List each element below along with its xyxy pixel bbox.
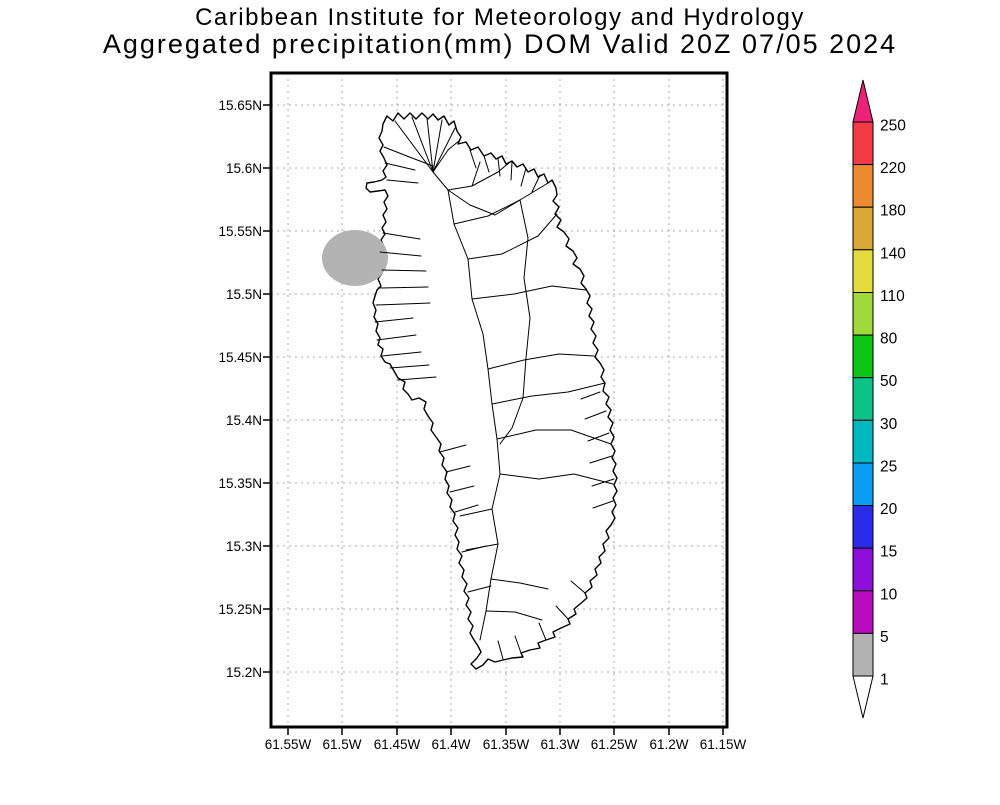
colorbar-bottom-arrow — [852, 675, 874, 719]
colorbar-top-arrow — [852, 79, 874, 123]
colorbar-label: 25 — [880, 458, 897, 475]
colorbar-segment — [852, 547, 874, 592]
lon-tick-label: 61.25W — [591, 737, 638, 752]
colorbar-segment — [852, 334, 874, 379]
colorbar-label: 250 — [880, 118, 906, 135]
lat-tick-label: 15.6N — [226, 161, 262, 176]
lat-tick-label: 15.55N — [218, 224, 262, 239]
lat-tick-label: 15.3N — [226, 539, 262, 554]
colorbar-segment — [852, 505, 874, 549]
colorbar-segment — [852, 419, 874, 464]
watershed-boundaries — [374, 116, 615, 660]
title-line-2: Aggregated precipitation(mm) DOM Valid 2… — [102, 29, 898, 59]
colorbar-label: 5 — [880, 629, 889, 646]
lon-tick-label: 61.15W — [700, 737, 747, 752]
colorbar-label: 50 — [880, 373, 898, 390]
colorbar-segment — [852, 292, 874, 336]
lat-tick-label: 15.2N — [226, 665, 262, 680]
colorbar-segment — [852, 249, 874, 294]
colorbar-label: 10 — [880, 586, 898, 603]
colorbar-segment — [852, 121, 874, 166]
colorbar-label: 140 — [880, 245, 906, 262]
colorbar-label: 80 — [880, 331, 898, 348]
longitude-axis: 61.55W 61.5W 61.45W 61.4W 61.35W 61.3W 6… — [265, 737, 747, 752]
colorbar-label: 110 — [880, 288, 905, 305]
colorbar: 250 220 180 140 110 80 50 30 25 20 15 10… — [852, 79, 906, 719]
colorbar-segment — [852, 632, 874, 677]
lat-tick-label: 15.4N — [226, 413, 262, 428]
precipitation-region-blob — [322, 230, 388, 286]
lat-tick-label: 15.45N — [218, 350, 262, 365]
colorbar-segment — [852, 590, 874, 634]
lon-tick-label: 61.5W — [322, 737, 361, 752]
latitude-axis: 15.65N 15.6N 15.55N 15.5N 15.45N 15.4N 1… — [218, 98, 262, 680]
lon-tick-label: 61.2W — [649, 737, 688, 752]
colorbar-label: 1 — [880, 672, 889, 689]
lat-tick-label: 15.35N — [218, 476, 262, 491]
colorbar-segment — [852, 164, 874, 208]
axis-ticks — [263, 104, 724, 735]
colorbar-label: 220 — [880, 160, 906, 177]
lat-tick-label: 15.65N — [218, 98, 262, 113]
colorbar-label: 30 — [880, 416, 898, 433]
lon-tick-label: 61.4W — [431, 737, 470, 752]
lat-tick-label: 15.25N — [218, 602, 262, 617]
colorbar-label: 15 — [880, 544, 897, 561]
lon-tick-label: 61.35W — [483, 737, 530, 752]
lat-tick-label: 15.5N — [226, 287, 262, 302]
colorbar-segment — [852, 462, 874, 506]
colorbar-label: 20 — [880, 501, 898, 518]
lon-tick-label: 61.3W — [540, 737, 579, 752]
map-frame — [269, 71, 729, 729]
lon-tick-label: 61.55W — [265, 737, 312, 752]
dominica-island-outline — [365, 112, 618, 670]
colorbar-segment — [852, 377, 874, 421]
colorbar-label: 180 — [880, 203, 906, 220]
title-line-1: Caribbean Institute for Meteorology and … — [195, 4, 805, 31]
colorbar-segment — [852, 206, 874, 251]
lon-tick-label: 61.45W — [374, 737, 421, 752]
